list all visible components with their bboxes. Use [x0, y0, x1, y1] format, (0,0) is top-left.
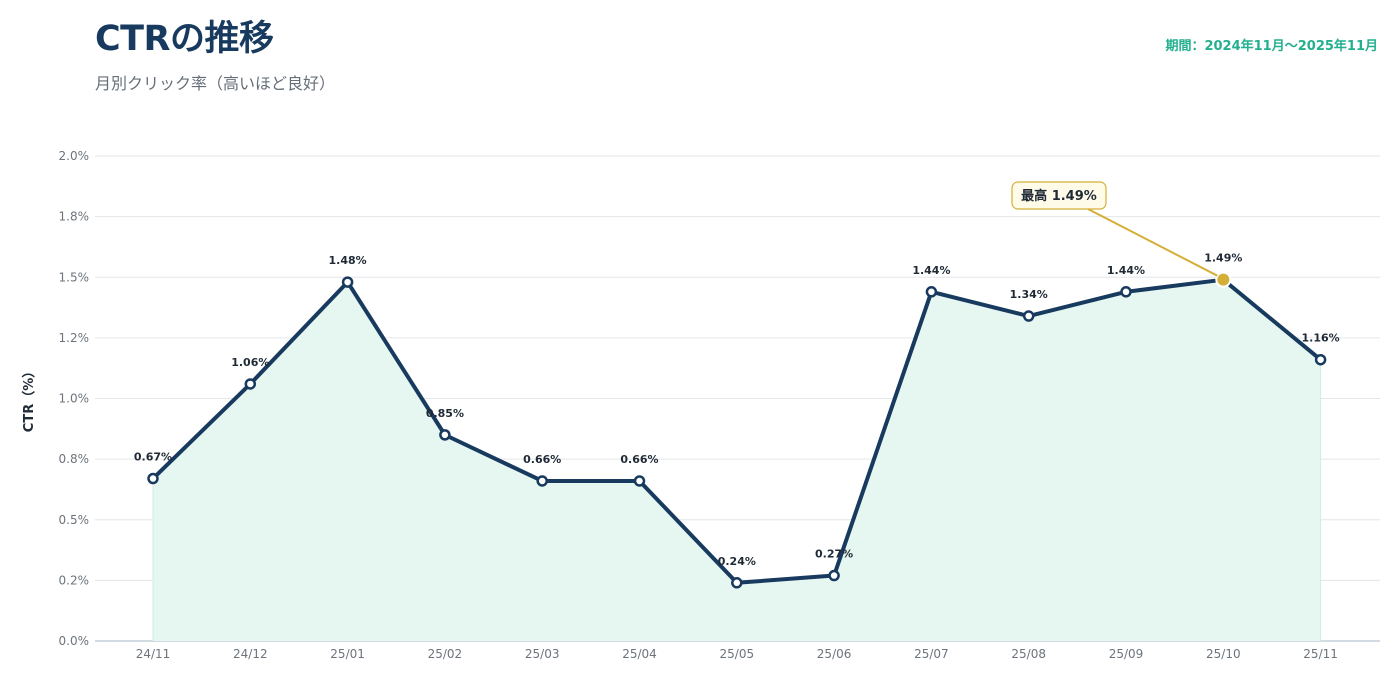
data-label: 1.49%: [1204, 252, 1242, 265]
data-label: 0.67%: [134, 451, 172, 464]
data-label: 0.66%: [620, 453, 658, 466]
y-axis-label: CTR（%）: [21, 365, 37, 432]
annotation-value: 1.49%: [1052, 189, 1097, 204]
y-tick-label: 0.5%: [59, 513, 90, 527]
area-fill: [153, 279, 1321, 641]
highlight-point: [1215, 271, 1232, 288]
data-point: [925, 286, 938, 298]
data-point: [633, 475, 646, 487]
data-point: [731, 577, 743, 589]
data-point: [1120, 286, 1132, 298]
annotation-box: [1011, 181, 1107, 210]
data-label: 1.34%: [1010, 288, 1048, 301]
data-label: 1.16%: [1302, 332, 1340, 345]
period-label: 期間：2024年11月〜2025年11月: [1165, 39, 1378, 54]
data-label: 1.44%: [1107, 264, 1145, 277]
data-point: [439, 429, 451, 441]
data-label: 1.48%: [329, 254, 367, 267]
data-point: [147, 472, 159, 485]
data-point: [828, 569, 840, 582]
y-tick-label: 1.5%: [59, 270, 90, 284]
x-tick-label: 25/03: [525, 647, 560, 661]
x-tick-label: 25/11: [1303, 647, 1338, 661]
y-tick-label: 2.0%: [59, 149, 90, 163]
x-tick-label: 24/12: [233, 647, 268, 661]
x-tick-label: 25/08: [1011, 647, 1046, 661]
y-tick-label: 1.8%: [59, 210, 90, 224]
page-subtitle: 月別クリック率（高いほど良好）: [95, 74, 336, 93]
x-tick-label: 25/07: [914, 647, 949, 661]
x-tick-label: 25/01: [330, 647, 365, 661]
data-label: 0.85%: [426, 407, 464, 420]
data-label: 1.44%: [912, 264, 950, 277]
data-point: [536, 475, 548, 487]
x-tick-label: 25/02: [428, 647, 463, 661]
y-tick-label: 1.2%: [59, 331, 90, 345]
data-point: [1022, 310, 1035, 322]
annotation-title: 最高: [1021, 188, 1052, 204]
y-tick-label: 0.0%: [59, 634, 90, 648]
data-label: 1.06%: [231, 356, 269, 369]
annotation-label: 最高 1.49%: [1021, 188, 1097, 204]
data-point: [244, 378, 257, 390]
data-point: [1314, 353, 1327, 366]
x-tick-label: 25/10: [1206, 647, 1241, 661]
annotation-leader: [1087, 208, 1218, 277]
y-tick-label: 0.8%: [59, 452, 90, 466]
y-tick-label: 0.2%: [59, 573, 90, 587]
x-tick-label: 25/05: [720, 647, 755, 661]
x-tick-label: 25/06: [817, 647, 852, 661]
data-label: 0.27%: [815, 548, 853, 561]
data-point: [341, 276, 354, 288]
x-tick-label: 24/11: [136, 647, 171, 661]
data-label: 0.66%: [523, 453, 561, 466]
data-label: 0.24%: [718, 555, 756, 568]
x-tick-label: 25/04: [622, 647, 657, 661]
page-title: CTRの推移: [95, 19, 274, 59]
y-tick-label: 1.0%: [59, 392, 90, 406]
x-tick-label: 25/09: [1109, 647, 1144, 661]
